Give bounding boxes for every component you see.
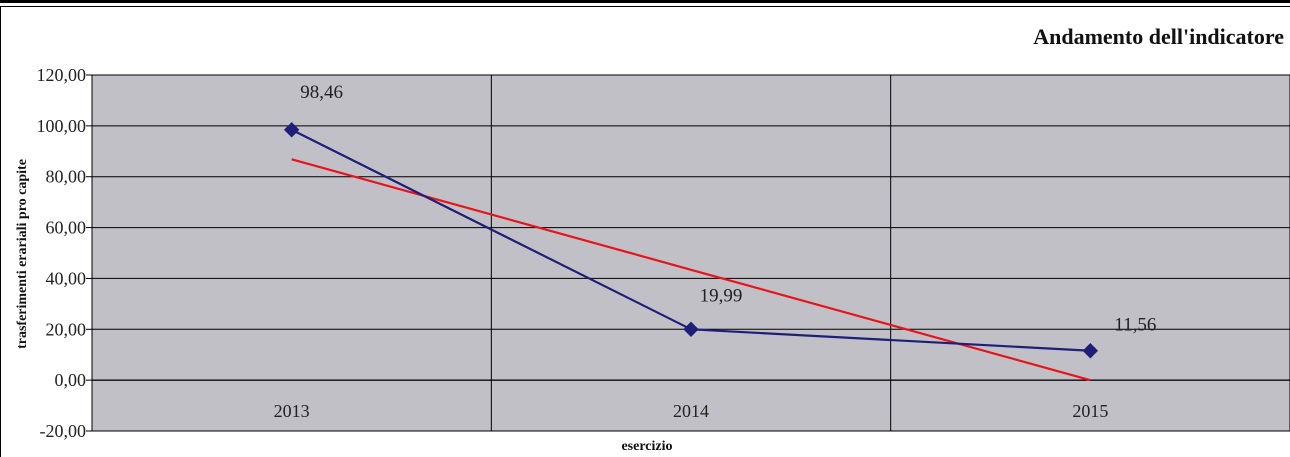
data-point-marker <box>283 122 300 138</box>
data-point-marker <box>683 321 699 338</box>
y-tick-label: 100,00 <box>37 116 87 136</box>
left-border <box>0 6 1 457</box>
x-axis-label: esercizio <box>621 439 672 454</box>
x-tick-label: 2015 <box>1072 401 1108 421</box>
x-tick-label: 2013 <box>274 401 310 421</box>
y-tick-label: 0,00 <box>55 370 87 390</box>
plot-area <box>92 75 1290 431</box>
y-tick-label: 120,00 <box>37 65 87 85</box>
y-axis-ticks: 120,00 100,00 80,00 60,00 40,00 20,00 0,00 -20,… <box>37 65 87 441</box>
y-axis-label: trasferimenti erariali pro capite <box>15 159 30 349</box>
x-axis-categories: 2013 2014 2015 <box>274 401 1109 421</box>
chart-title: Andamento dell'indicatore <box>1033 24 1284 49</box>
data-point-marker <box>1082 343 1099 359</box>
series-layer <box>283 122 1099 382</box>
data-label: 11,56 <box>1114 315 1156 336</box>
y-tick-label: 20,00 <box>46 319 87 339</box>
y-tick-label: 60,00 <box>46 218 87 238</box>
y-tick-label: 80,00 <box>46 167 87 187</box>
data-label: 98,46 <box>300 82 343 103</box>
y-tick-label: -20,00 <box>40 421 87 441</box>
data-label: 19,99 <box>700 285 743 306</box>
x-tick-label: 2014 <box>673 401 709 421</box>
y-tick-label: 40,00 <box>46 268 87 288</box>
data-labels: 98,46 19,99 11,56 <box>300 82 1156 336</box>
top-border-thin <box>0 6 1290 7</box>
top-border <box>0 0 1290 3</box>
